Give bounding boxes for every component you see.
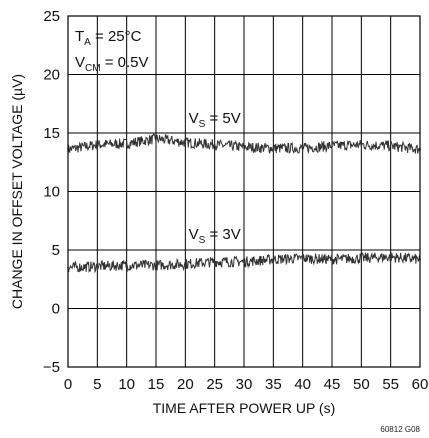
x-tick-label: 5 [93, 376, 101, 393]
series-label-vs-5v: VS = 5V [189, 110, 241, 130]
data-point [389, 256, 392, 258]
x-tick-label: 35 [265, 376, 282, 393]
figure-id: 60812 G08 [380, 425, 420, 434]
data-point [331, 145, 333, 147]
y-tick-label: 25 [43, 8, 60, 25]
data-point [360, 257, 363, 259]
data-point [213, 260, 216, 263]
x-tick-label: 15 [148, 376, 165, 393]
x-tick-label: 50 [353, 376, 370, 393]
x-tick-label: 0 [64, 376, 72, 393]
data-point [125, 264, 128, 267]
y-tick-label: 0 [52, 301, 60, 318]
y-tick-label: −5 [43, 359, 60, 376]
data-point [96, 143, 99, 146]
grid [68, 16, 420, 367]
data-point [360, 143, 363, 146]
data-point [96, 265, 99, 268]
data-point [331, 258, 333, 261]
series-line [67, 133, 421, 155]
data-point [301, 147, 304, 150]
x-axis-label: TIME AFTER POWER UP (s) [153, 400, 336, 416]
x-tick-label: 25 [206, 376, 223, 393]
data-point [301, 257, 304, 259]
vcm-condition-label: VCM = 0.5V [75, 54, 149, 74]
x-tick-label: 60 [412, 376, 429, 393]
x-tick-label: 45 [324, 376, 341, 393]
series-label-vs-3v: VS = 3V [189, 226, 241, 246]
data-point [243, 260, 245, 263]
y-tick-label: 20 [43, 67, 60, 84]
data-point [184, 263, 187, 265]
data-point [272, 147, 275, 150]
y-tick-label: 10 [43, 184, 60, 201]
data-point [243, 146, 245, 148]
data-point [213, 143, 216, 146]
data-point [389, 145, 392, 147]
x-tick-label: 40 [294, 376, 311, 393]
data-point [125, 142, 128, 145]
data-point [155, 264, 157, 267]
y-tick-labels: −5 0 5 10 15 20 25 [43, 8, 60, 376]
x-tick-label: 30 [236, 376, 253, 393]
x-tick-label: 10 [118, 376, 135, 393]
y-tick-label: 15 [43, 125, 60, 142]
y-axis-label: CHANGE IN OFFSET VOLTAGE (µV) [9, 74, 25, 309]
data-point [184, 141, 187, 144]
ta-condition-label: TA = 25°C [75, 28, 142, 48]
x-tick-label: 20 [177, 376, 194, 393]
plot-frame [67, 15, 421, 368]
data-point [272, 258, 275, 261]
y-tick-label: 5 [52, 242, 60, 259]
x-tick-label: 55 [382, 376, 399, 393]
data-point [155, 138, 157, 140]
x-tick-labels: 0 5 10 15 20 25 30 35 40 45 50 55 60 [64, 376, 429, 393]
